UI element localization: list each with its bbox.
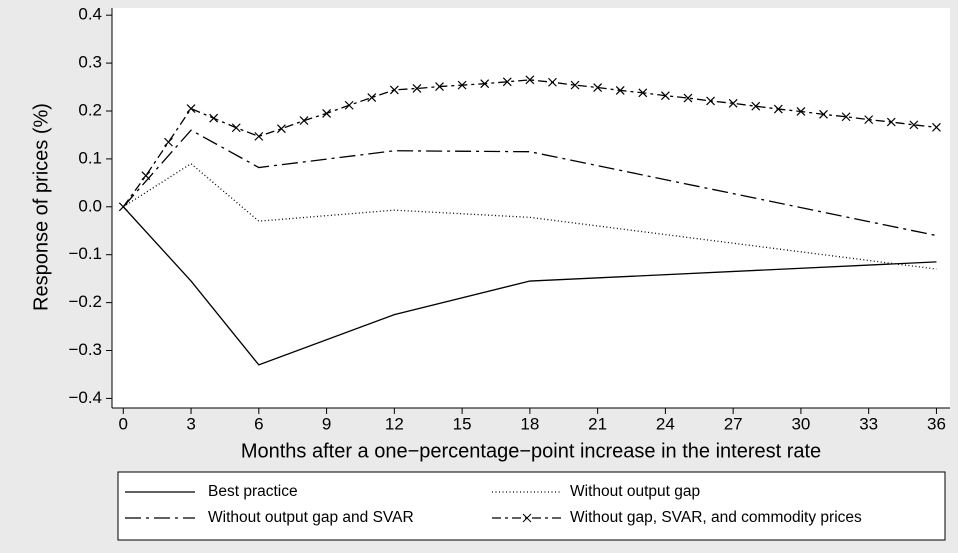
marker: [480, 79, 490, 89]
legend-marker: [522, 513, 532, 523]
marker: [389, 85, 399, 95]
x-tick-label: 18: [520, 414, 539, 433]
legend-label: Best practice: [208, 483, 298, 500]
marker: [435, 82, 444, 91]
x-tick-label: 33: [859, 414, 878, 433]
legend-label: Without output gap and SVAR: [208, 509, 414, 526]
marker: [932, 122, 941, 132]
x-tick-label: 24: [656, 414, 675, 433]
marker: [231, 123, 241, 133]
marker: [819, 109, 828, 119]
y-tick-label: −0.4: [68, 388, 102, 407]
y-tick-label: −0.3: [68, 340, 102, 359]
marker: [164, 137, 173, 147]
x-tick-label: 6: [254, 414, 263, 433]
x-tick-label: 12: [385, 414, 404, 433]
x-tick-label: 15: [453, 414, 472, 433]
y-tick-label: 0.4: [78, 5, 102, 24]
marker: [344, 100, 354, 110]
marker: [638, 88, 648, 98]
marker: [864, 115, 874, 125]
marker: [502, 77, 512, 87]
x-tick-label: 36: [927, 414, 946, 433]
marker: [209, 113, 219, 123]
marker: [570, 80, 580, 90]
marker: [367, 93, 377, 103]
marker: [276, 124, 286, 134]
marker: [728, 98, 738, 108]
marker: [751, 101, 761, 111]
marker: [683, 93, 693, 103]
x-tick-label: 9: [322, 414, 331, 433]
marker: [593, 83, 603, 92]
legend-label: Without gap, SVAR, and commodity prices: [570, 509, 862, 526]
y-tick-label: −0.1: [68, 244, 102, 263]
y-tick-label: 0.3: [78, 53, 102, 72]
marker: [909, 120, 919, 130]
x-tick-label: 3: [186, 414, 195, 433]
plot-area: [112, 8, 950, 408]
marker: [299, 116, 309, 125]
marker: [322, 108, 332, 118]
y-tick-label: −0.2: [68, 292, 102, 311]
series-line: [122, 206, 937, 366]
marker: [457, 80, 467, 90]
x-tick-label: 21: [588, 414, 607, 433]
marker: [886, 117, 896, 127]
marker: [525, 75, 535, 85]
marker: [841, 112, 851, 122]
x-tick-label: 30: [791, 414, 810, 433]
marker: [773, 104, 783, 114]
x-tick-label: 0: [119, 414, 128, 433]
y-tick-label: 0.2: [78, 100, 102, 119]
series-line: [122, 162, 937, 270]
marker: [186, 104, 196, 114]
x-tick-label: 27: [724, 414, 743, 433]
marker: [254, 131, 264, 141]
marker: [615, 85, 625, 95]
marker: [141, 171, 151, 181]
legend-label: Without output gap: [570, 483, 700, 500]
y-tick-label: 0.0: [78, 196, 102, 215]
marker: [118, 202, 128, 212]
y-axis-title: Response of prices (%): [30, 103, 52, 311]
marker: [706, 96, 715, 106]
marker: [796, 107, 806, 116]
legend: [117, 471, 946, 541]
x-axis-title: Months after a one−percentage−point incr…: [241, 440, 821, 462]
y-tick-label: 0.1: [78, 148, 102, 167]
series-line: [122, 129, 937, 237]
marker: [660, 91, 670, 101]
marker: [412, 84, 422, 93]
marker: [548, 77, 557, 87]
